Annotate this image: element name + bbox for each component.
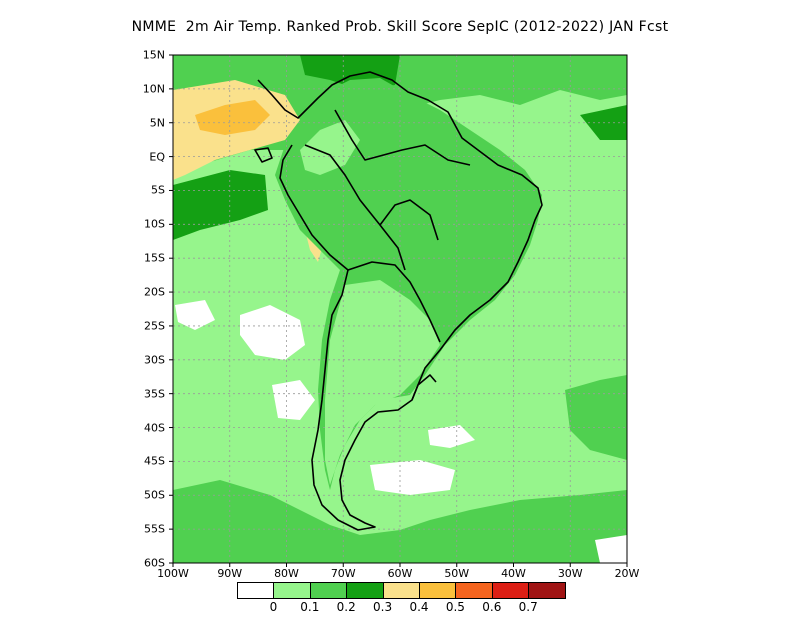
lat-tick-label: 40S <box>144 421 165 435</box>
lat-tick-label: 25S <box>144 319 165 333</box>
lat-tick-label: 15N <box>142 48 165 62</box>
field-white-3 <box>175 300 215 330</box>
colorbar-label: 0 <box>269 600 278 614</box>
lat-tick-label: 5N <box>149 116 165 130</box>
field-white-4 <box>428 425 475 448</box>
field-white-2 <box>272 380 315 420</box>
lon-tick-label: 40W <box>501 567 526 580</box>
colorbar-label: 0.7 <box>518 600 538 614</box>
field-white-1 <box>240 305 305 360</box>
coastlines <box>254 71 543 531</box>
lat-tick-label: 45S <box>144 454 165 468</box>
colorbar-swatch <box>346 582 384 599</box>
colorbar-swatch <box>382 582 420 599</box>
lat-tick-label: 10S <box>144 217 165 231</box>
field-continent-light <box>325 280 440 485</box>
colorbar-label: 0.2 <box>336 600 356 614</box>
lat-tick-label: 10N <box>142 82 165 96</box>
colorbar-label: 0.1 <box>300 600 320 614</box>
lat-tick-label: 55S <box>144 522 165 536</box>
colorbar-label: 0.4 <box>409 600 429 614</box>
lon-tick-label: 90W <box>217 567 243 580</box>
field-darkgreen-2 <box>173 170 268 240</box>
colorbar-swatch <box>419 582 457 599</box>
colorbar-swatch <box>528 582 566 599</box>
field-white-6 <box>595 535 627 563</box>
colorbar-swatch <box>491 582 530 599</box>
colorbar-label: 0.6 <box>482 600 502 614</box>
gridlines <box>173 55 627 563</box>
colorbar-swatch <box>455 582 493 599</box>
lat-tick-label: 60S <box>144 556 165 570</box>
lat-tick-label: 35S <box>144 387 165 401</box>
lon-tick-label: 70W <box>330 567 356 580</box>
lon-tick-label: 30W <box>557 567 583 580</box>
lat-tick-label: 15S <box>144 251 165 265</box>
colorbar-label: 0.3 <box>373 600 393 614</box>
lon-tick-label: 20W <box>614 567 640 580</box>
field-orange-pacific <box>195 100 270 135</box>
field-atlantic-green <box>565 375 627 460</box>
lat-tick-label: 5S <box>151 183 165 197</box>
map-title: NMME 2m Air Temp. Ranked Prob. Skill Sco… <box>131 19 669 35</box>
field-white-5 <box>370 460 455 495</box>
lon-tick-label: 100W <box>157 567 189 580</box>
field-amazon-light <box>300 120 360 175</box>
lat-tick-label: 20S <box>144 285 165 299</box>
lat-tick-label: 30S <box>144 353 165 367</box>
colorbar-swatch <box>309 582 348 599</box>
lat-tick-label: EQ <box>149 150 165 164</box>
lon-tick-label: 80W <box>274 567 299 580</box>
colorbar-swatch <box>237 582 275 599</box>
lat-tick-label: 50S <box>144 488 165 502</box>
colorbar-swatch <box>273 582 311 599</box>
colorbar-label: 0.5 <box>445 600 465 614</box>
lon-tick-label: 50W <box>444 567 470 580</box>
field-south-green <box>173 480 627 563</box>
lon-tick-label: 60W <box>387 567 413 580</box>
